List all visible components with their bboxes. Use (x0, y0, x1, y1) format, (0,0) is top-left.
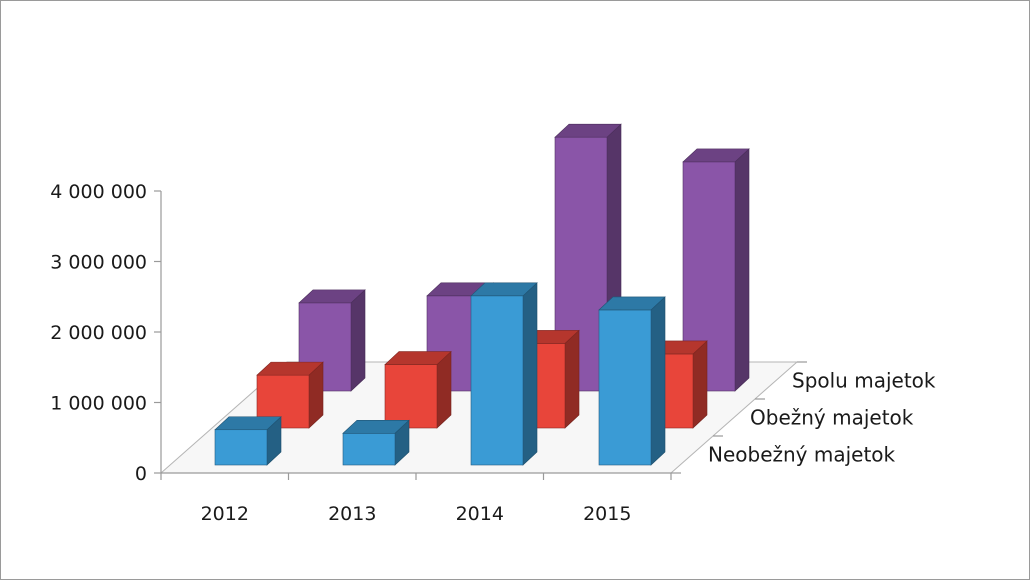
bars (214, 123, 750, 466)
bar-side-face (692, 340, 708, 429)
axes (154, 190, 807, 480)
y-tick-label: 1 000 000 (50, 393, 147, 415)
y-tick-label: 2 000 000 (50, 322, 147, 344)
bar-front-face (214, 429, 268, 466)
bar (342, 419, 410, 466)
bar (298, 289, 366, 392)
bar-front-face (342, 432, 396, 466)
bar (470, 282, 538, 466)
bar (214, 416, 282, 466)
bar-side-face (436, 350, 452, 429)
x-category-label: 2013 (328, 503, 376, 525)
bar-top-face (298, 289, 366, 304)
y-tick-label: 3 000 000 (50, 252, 147, 274)
bar-side-face (734, 148, 750, 392)
bar-top-face (256, 361, 324, 376)
x-category-label: 2012 (201, 503, 249, 525)
bar-front-face (298, 302, 352, 392)
labels: 0 1 000 000 2 000 000 3 000 000 4 000 000 201… (50, 181, 936, 525)
bar-front-face (598, 309, 652, 466)
bar-top-face (342, 419, 410, 434)
bar-top-face (214, 416, 282, 431)
bar-front-face (470, 295, 524, 466)
bar-top-face (598, 296, 666, 311)
bar-side-face (650, 296, 666, 466)
bar-top-face (470, 282, 538, 297)
bar (384, 350, 452, 429)
bar (598, 296, 666, 466)
bar-top-face (384, 351, 452, 365)
series-label: Obežný majetok (750, 406, 914, 430)
bar-side-face (522, 282, 538, 466)
bar-top-face (554, 123, 622, 138)
x-category-label: 2015 (583, 503, 631, 525)
x-category-label: 2014 (456, 503, 504, 525)
bar-side-face (350, 289, 366, 392)
series-label: Neobežný majetok (708, 443, 896, 467)
bar-front-face (384, 364, 438, 429)
bar-side-face (564, 329, 580, 429)
y-tick-label: 4 000 000 (50, 181, 147, 203)
series-label: Spolu majetok (792, 369, 936, 393)
y-tick-label: 0 (135, 463, 147, 485)
bar-front-face (554, 136, 608, 392)
bar-top-face (682, 148, 750, 163)
